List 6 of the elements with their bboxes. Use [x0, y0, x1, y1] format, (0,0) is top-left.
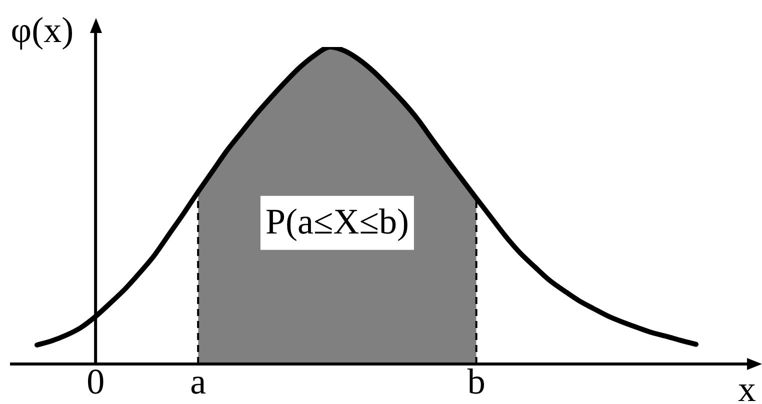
y-axis-title: φ(x) [10, 10, 74, 50]
x-tick-label: b [467, 361, 486, 402]
annotation: P(a≤X≤b) [265, 201, 409, 242]
x-axis-title: x [738, 369, 756, 404]
x-tick-label: 0 [86, 361, 105, 402]
x-tick-label: a [190, 361, 206, 402]
